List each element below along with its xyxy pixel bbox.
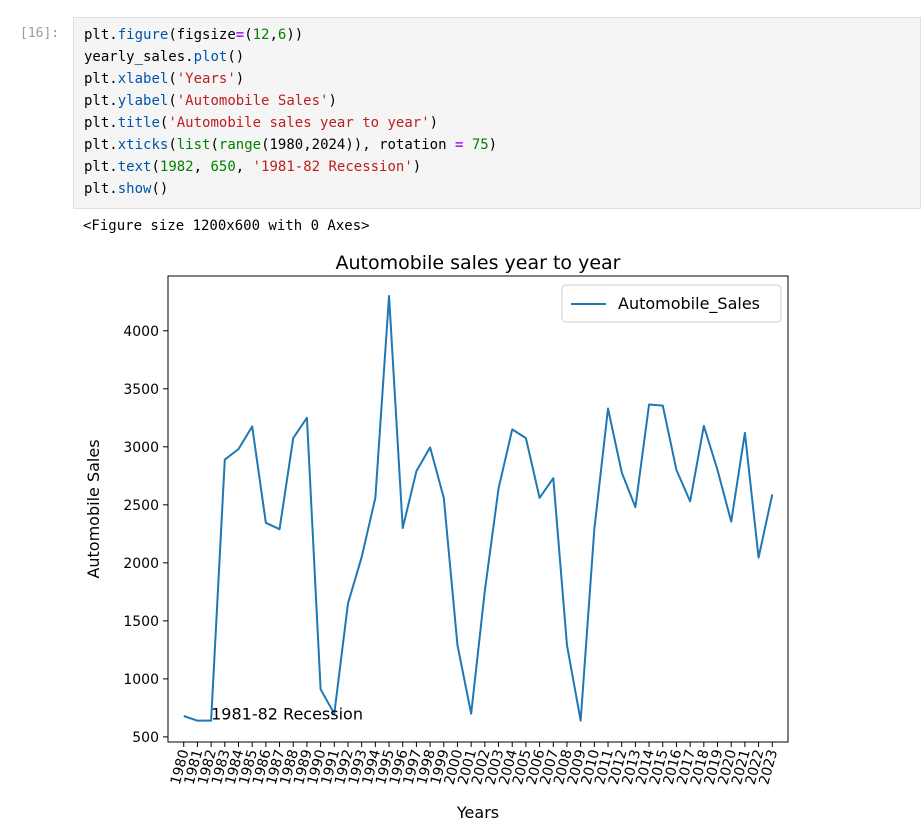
code-token: 1982 [159,159,194,175]
code-token: . [109,159,118,175]
legend-box [561,284,782,323]
code-line: plt.ylabel('Automobile Sales') [84,90,920,112]
code-token: plt [84,181,110,197]
code-token: ( [168,93,177,109]
code-token: 'Automobile sales year to year' [168,115,430,131]
code-token: plt [84,71,110,87]
code-token: plt [84,137,110,153]
code-token: ( [210,137,219,153]
y-tick-label: 2000 [123,556,159,572]
legend-label: Automobile_Sales [618,294,760,314]
code-token: ( [151,159,160,175]
code-token: ( [168,71,177,87]
code-token: () [227,49,245,65]
code-token: yearly_sales [84,49,186,65]
code-token: . [109,115,118,131]
code-token: . [109,93,118,109]
y-tick-label: 4000 [123,324,159,340]
code-token: 'Years' [176,71,236,87]
code-editor[interactable]: plt.figure(figsize=(12,6)) yearly_sales.p… [74,18,920,200]
code-token: 6 [277,27,287,43]
code-token: list [176,137,211,153]
code-token: . [185,49,194,65]
y-tick-label: 1500 [123,614,159,630]
code-token: text [117,159,152,175]
code-token: title [117,115,160,131]
code-token: plt [84,27,110,43]
code-token: range [218,137,262,153]
code-token: plt [84,93,110,109]
code-token: 'Automobile Sales' [176,93,329,109]
code-token: ( [168,137,177,153]
code-token: ) [412,159,422,175]
code-token: 75 [471,137,489,153]
code-line: plt.text(1982, 650, '1981-82 Recession') [84,156,920,178]
code-token: '1981-82 Recession' [252,159,413,175]
code-line: plt.xticks(list(range(1980,2024)), rotat… [84,134,920,156]
code-token: ) [328,93,337,109]
axes-frame [167,275,789,743]
code-token: xlabel [117,71,169,87]
code-token: (1980,2024)), rotation [261,137,455,153]
y-tick-label: 2500 [123,498,159,514]
series-line-automobile-sales [183,294,774,722]
code-token: . [109,137,118,153]
code-cell-input[interactable]: plt.figure(figsize=(12,6)) yearly_sales.p… [73,17,921,209]
y-tick-label: 3500 [123,382,159,398]
code-token: xticks [117,137,169,153]
code-token: , [193,159,211,175]
code-token: = [454,137,464,153]
code-token: ylabel [117,93,169,109]
y-tick-label: 500 [132,730,159,746]
code-token: , [269,27,278,43]
code-token: )) [286,27,304,43]
code-token: show [117,181,152,197]
code-token: (figsize [168,27,236,43]
code-line: plt.title('Automobile sales year to year… [84,112,920,134]
code-token: 12 [252,27,270,43]
y-axis-label: Automobile Sales [84,439,103,578]
code-token: ) [235,71,245,87]
code-token: plt [84,115,110,131]
x-axis-label: Years [456,803,499,822]
code-token: plt [84,159,110,175]
code-token: () [151,181,169,197]
y-tick-label: 3000 [123,440,159,456]
code-token: figure [117,27,169,43]
code-token: ) [488,137,498,153]
code-line: plt.xlabel('Years') [84,68,920,90]
y-tick-label: 1000 [123,672,159,688]
recession-annotation: 1981-82 Recession [211,704,363,723]
chart-title: Automobile sales year to year [336,252,621,274]
code-line: yearly_sales.plot() [84,46,920,68]
code-token: ) [429,115,439,131]
code-token: ( [244,27,253,43]
code-token: ( [159,115,169,131]
cell-output-text: <Figure size 1200x600 with 0 Axes> [83,218,370,234]
code-token: . [109,27,118,43]
code-token: 650 [210,159,236,175]
code-token: plot [193,49,228,65]
code-token: . [109,181,118,197]
code-token: = [235,27,245,43]
code-line: plt.show() [84,178,920,200]
code-token: . [109,71,118,87]
cell-prompt: [16]: [20,26,60,41]
code-token: , [235,159,253,175]
code-line: plt.figure(figsize=(12,6)) [84,24,920,46]
